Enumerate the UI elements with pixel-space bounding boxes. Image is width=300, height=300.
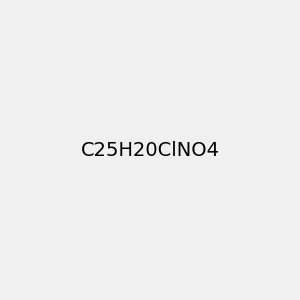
Text: C25H20ClNO4: C25H20ClNO4 [80, 140, 220, 160]
